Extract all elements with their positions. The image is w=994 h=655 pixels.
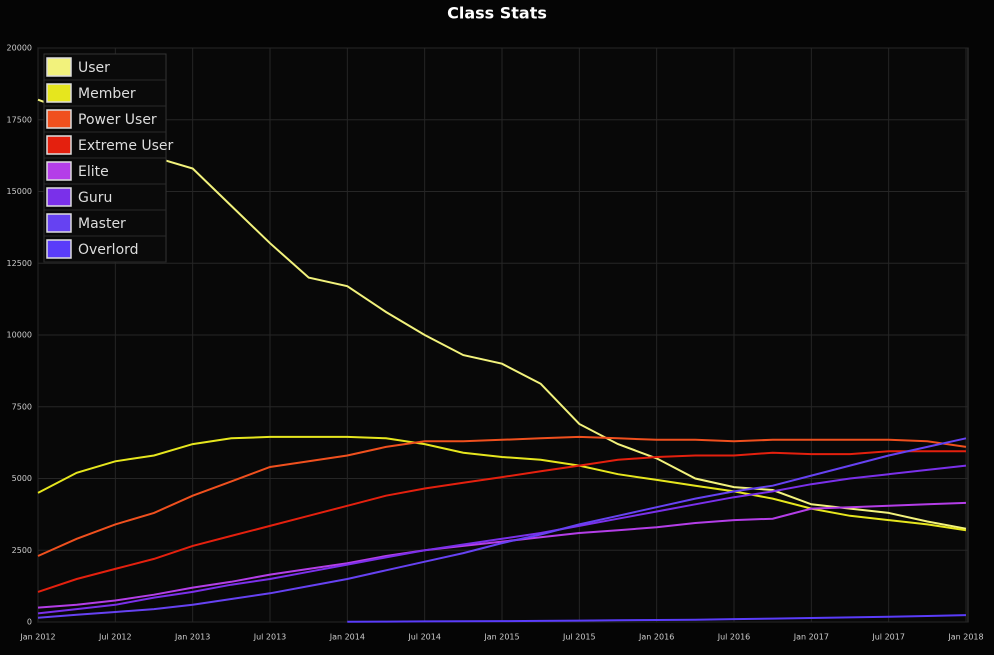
legend-label: Overlord <box>78 242 139 258</box>
series-line <box>37 464 967 615</box>
series-line <box>37 437 967 619</box>
x-tick-label: Jul 2012 <box>98 633 132 642</box>
legend-swatch <box>46 161 72 181</box>
y-tick-label: 0 <box>27 618 32 627</box>
legend-swatch <box>46 109 72 129</box>
series-line <box>37 450 966 593</box>
legend-label: User <box>78 60 110 76</box>
x-tick-label: Jan 2018 <box>947 633 983 642</box>
legend-label: Elite <box>78 164 109 180</box>
x-tick-label: Jan 2012 <box>19 633 55 642</box>
y-tick-label: 7500 <box>12 402 32 411</box>
x-tick-label: Jul 2016 <box>717 633 751 642</box>
y-tick-label: 17500 <box>7 115 32 124</box>
chart-title: Class Stats <box>447 4 547 23</box>
series-line <box>37 501 967 609</box>
legend-swatch <box>46 187 72 207</box>
legend-label: Member <box>78 86 136 102</box>
series-line <box>37 98 967 530</box>
legend-swatch <box>46 83 72 103</box>
legend-swatch <box>46 57 72 77</box>
legend-label: Guru <box>78 190 112 206</box>
series-line <box>37 435 967 557</box>
y-tick-label: 2500 <box>12 546 32 555</box>
x-tick-label: Jan 2015 <box>483 633 519 642</box>
x-tick-label: Jan 2014 <box>329 633 365 642</box>
x-tick-label: Jul 2013 <box>253 633 287 642</box>
x-tick-label: Jul 2015 <box>562 633 596 642</box>
y-tick-label: 10000 <box>7 331 32 340</box>
x-tick-label: Jan 2016 <box>638 633 674 642</box>
legend-label: Master <box>78 216 126 232</box>
x-tick-label: Jul 2014 <box>407 633 441 642</box>
legend-label: Extreme User <box>78 138 174 154</box>
legend-swatch <box>46 135 72 155</box>
legend-swatch <box>46 213 72 233</box>
series-line <box>347 614 967 623</box>
legend-label: Power User <box>78 112 157 128</box>
y-tick-label: 15000 <box>7 187 32 196</box>
x-tick-label: Jan 2013 <box>174 633 210 642</box>
x-tick-label: Jan 2017 <box>793 633 829 642</box>
y-tick-label: 20000 <box>7 44 32 53</box>
x-tick-label: Jul 2017 <box>871 633 905 642</box>
y-tick-label: 12500 <box>7 259 32 268</box>
legend-swatch <box>46 239 72 259</box>
y-tick-label: 5000 <box>12 474 32 483</box>
